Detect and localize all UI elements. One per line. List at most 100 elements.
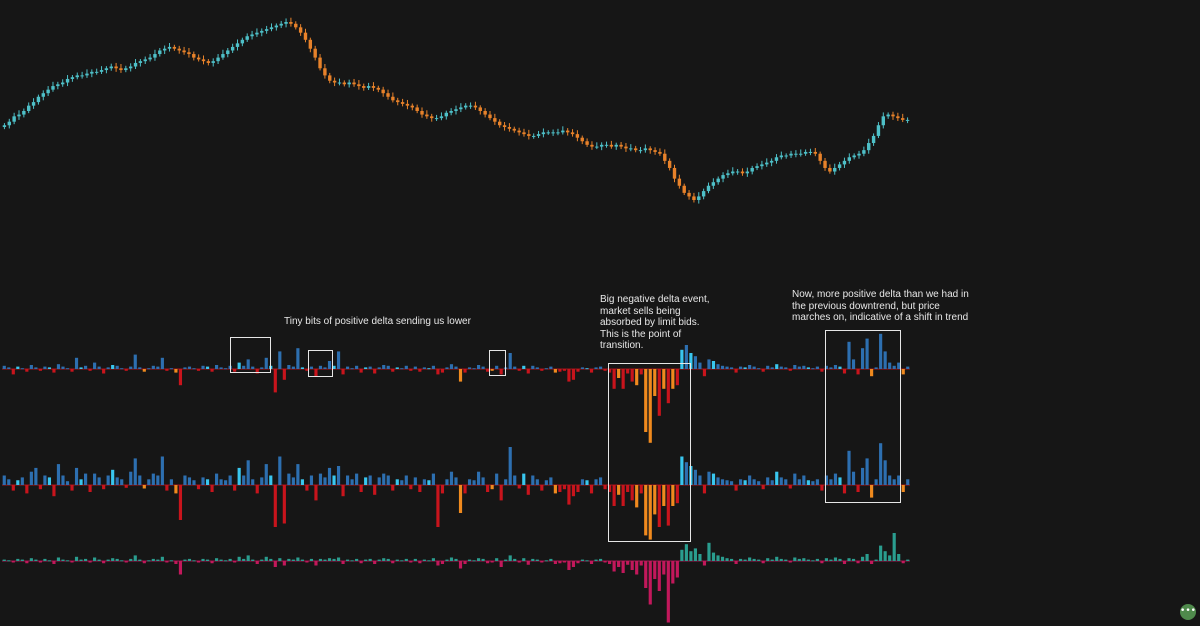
candle-body [94,71,99,73]
delta-bar [160,357,164,369]
candle-body [760,164,764,167]
candle-body [221,54,225,58]
delta-bar [336,557,341,561]
delta-bar [391,485,395,491]
candle-body [886,114,890,117]
delta-bar [761,561,765,564]
delta-bar [851,359,856,369]
delta-bar [666,485,670,526]
delta-bar [472,368,476,370]
delta-bar [689,353,693,369]
candle-body [614,144,618,147]
delta-bar [355,473,359,485]
delta-bar [47,560,52,562]
candle-body [143,59,147,62]
candle-body [260,30,264,33]
candle-body [133,62,138,67]
delta-bar [147,560,151,562]
delta-bar [156,366,160,369]
delta-bar [856,485,860,492]
delta-bar [97,477,101,485]
delta-bar [842,485,847,494]
delta-bar [621,485,625,506]
candle-body [240,39,245,44]
delta-bar [589,369,594,373]
delta-bar [102,485,106,490]
candle-body [425,114,429,117]
delta-bar [739,479,743,485]
delta-bar [318,473,323,485]
candle-body [905,119,910,121]
delta-bar [29,558,33,561]
delta-bar [2,475,6,485]
candle-body [12,116,16,122]
candle-body [818,153,822,161]
delta-bar [770,367,774,369]
delta-bar [174,561,178,564]
delta-bar [178,485,183,520]
chat-button[interactable]: ••• [1180,604,1196,620]
delta-bar [711,473,716,485]
delta-bar [418,561,422,564]
candle-body [85,73,89,76]
delta-bar [653,561,657,579]
delta-bar [598,366,603,369]
delta-bar [224,560,228,562]
delta-bar [580,367,585,369]
delta-bar [865,554,869,561]
delta-bar [739,366,743,369]
delta-bar [386,475,390,485]
candle-body [779,155,784,158]
highlight-boxes [230,330,901,542]
delta-bar [264,357,268,369]
delta-bar [224,480,228,485]
delta-bar [526,561,530,565]
delta-bar [373,485,377,495]
delta-bar [847,450,851,485]
delta-bar [906,479,910,485]
delta-bar [675,369,679,386]
delta-bar [662,561,666,575]
delta-bar [621,561,625,573]
delta-bar [811,481,815,485]
delta-bar [237,362,241,369]
delta-bar [309,475,314,485]
delta-bar [897,362,901,369]
delta-bar [508,447,512,485]
delta-bar [16,558,20,561]
delta-bar [205,479,210,485]
delta-bar [29,471,33,485]
candle-body [17,114,21,117]
delta-bar [793,473,797,485]
delta-bar [495,365,499,369]
delta-bar [359,369,363,373]
candle-body [667,160,672,168]
candle-body [599,144,604,147]
delta-bar [757,481,761,485]
delta-bar [630,369,634,382]
delta-bar [824,558,829,561]
candle-body [595,146,599,148]
delta-bar [729,558,734,561]
delta-bar [346,366,350,369]
candle-body [478,107,482,111]
candle-body [784,155,788,157]
delta-bar [544,560,548,562]
candle-body [731,171,735,174]
delta-bar [888,362,892,369]
delta-bar [214,558,219,561]
candle-body [789,153,793,156]
delta-bar [693,469,698,485]
candle-body [245,36,249,40]
delta-bar [888,475,892,485]
delta-bar [788,369,792,371]
delta-bar [323,367,327,369]
delta-bar [427,368,431,370]
volume-delta-bars-pane [2,533,910,623]
delta-bar [165,485,169,491]
candle-body [313,48,317,58]
delta-bar [644,485,648,536]
delta-bar [201,477,205,485]
candle-body [41,93,45,97]
delta-bar [314,485,318,501]
